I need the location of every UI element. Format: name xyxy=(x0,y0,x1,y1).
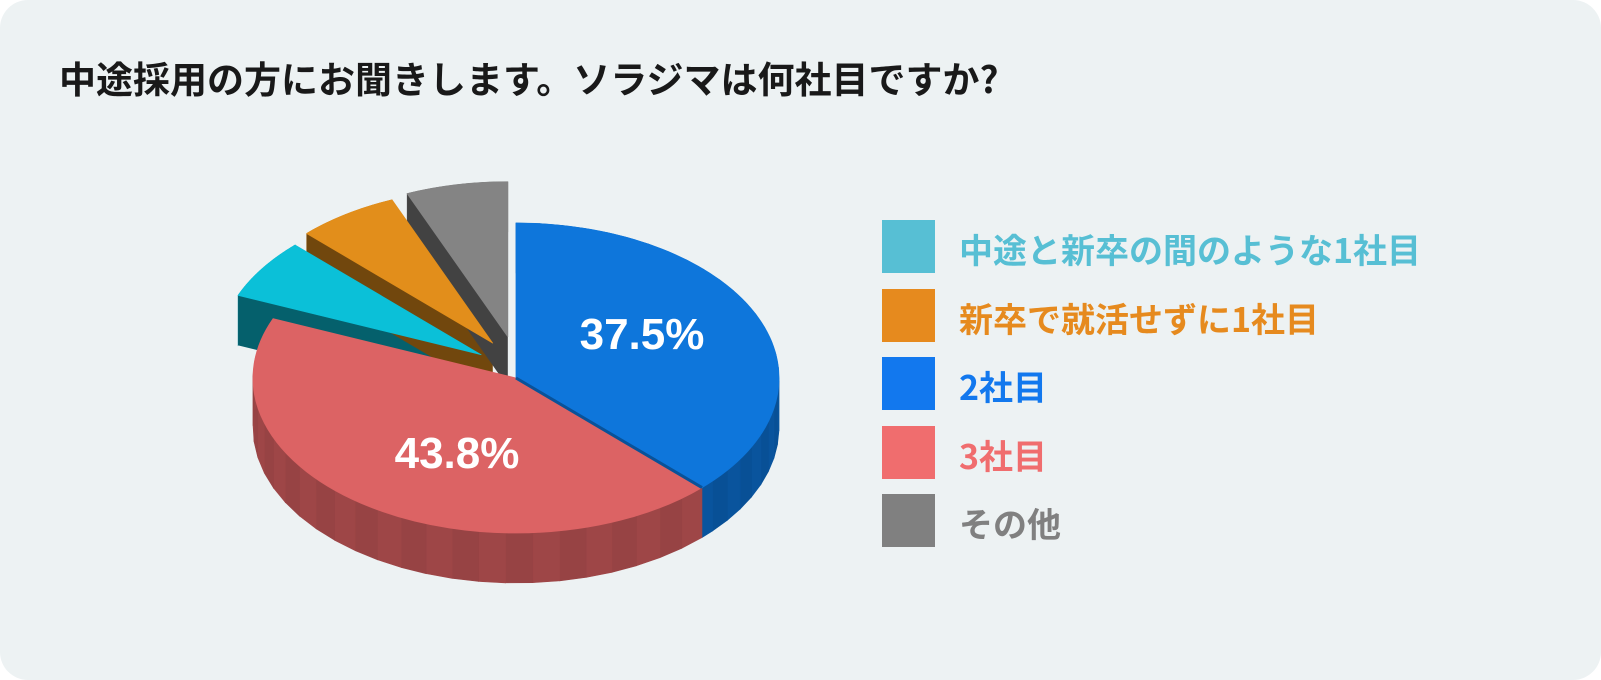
svg-text:43.8%: 43.8% xyxy=(395,429,520,478)
svg-text:37.5%: 37.5% xyxy=(580,310,705,359)
